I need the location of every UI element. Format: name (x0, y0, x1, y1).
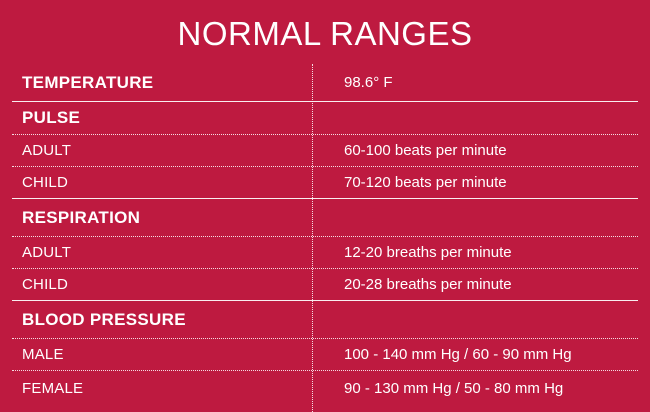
respiration-child-label: CHILD (22, 276, 69, 293)
row-divider (12, 166, 638, 167)
respiration-adult-value: 12-20 breaths per minute (344, 244, 512, 261)
pulse-adult-value: 60-100 beats per minute (344, 142, 507, 159)
respiration-section-header: RESPIRATION (0, 199, 650, 236)
column-divider (312, 64, 313, 412)
row-divider (12, 370, 638, 371)
pulse-label: PULSE (22, 108, 81, 127)
table-row: CHILD 70-120 beats per minute (0, 167, 650, 198)
row-divider (12, 268, 638, 269)
table-row: ADULT 60-100 beats per minute (0, 135, 650, 166)
blood-pressure-female-value: 90 - 130 mm Hg / 50 - 80 mm Hg (344, 379, 564, 397)
row-divider (12, 338, 638, 339)
row-divider (12, 236, 638, 237)
blood-pressure-male-label: MALE (22, 346, 64, 363)
page-title: NORMAL RANGES (177, 15, 473, 52)
section-divider (12, 101, 638, 102)
respiration-label: RESPIRATION (22, 207, 141, 227)
table-row: FEMALE 90 - 130 mm Hg / 50 - 80 mm Hg (0, 371, 650, 405)
blood-pressure-section-header: BLOOD PRESSURE (0, 301, 650, 338)
blood-pressure-male-value: 100 - 140 mm Hg / 60 - 90 mm Hg (344, 346, 572, 363)
blood-pressure-female-label: FEMALE (22, 379, 84, 397)
temperature-value: 98.6° F (344, 74, 393, 91)
pulse-adult-label: ADULT (22, 142, 72, 159)
normal-ranges-table: TEMPERATURE 98.6° F PULSE ADULT 60-100 b… (0, 64, 650, 405)
section-divider (12, 198, 638, 199)
table-row: ADULT 12-20 breaths per minute (0, 237, 650, 268)
pulse-section-header: PULSE (0, 102, 650, 134)
pulse-child-label: CHILD (22, 174, 69, 191)
section-divider (12, 300, 638, 301)
row-divider (12, 134, 638, 135)
temperature-label: TEMPERATURE (22, 72, 154, 92)
respiration-adult-label: ADULT (22, 244, 72, 261)
blood-pressure-label: BLOOD PRESSURE (22, 309, 186, 329)
temperature-row: TEMPERATURE 98.6° F (0, 64, 650, 101)
respiration-child-value: 20-28 breaths per minute (344, 276, 512, 293)
table-row: CHILD 20-28 breaths per minute (0, 269, 650, 300)
table-row: MALE 100 - 140 mm Hg / 60 - 90 mm Hg (0, 339, 650, 370)
pulse-child-value: 70-120 beats per minute (344, 174, 507, 191)
